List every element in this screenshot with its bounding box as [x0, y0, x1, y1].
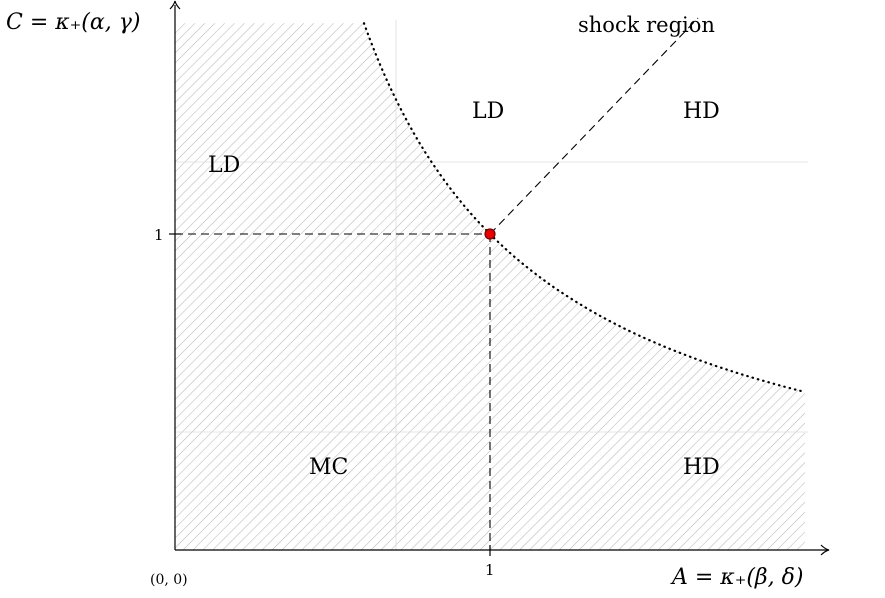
region-label-mc: MC [309, 455, 348, 480]
origin-label: (0, 0) [150, 572, 188, 588]
region-label-hd-bottom: HD [683, 455, 720, 480]
shock-region-label: shock region [578, 13, 715, 37]
x-tick-label: 1 [485, 561, 495, 579]
shock-dashed-line [489, 17, 699, 235]
y-tick-label: 1 [154, 226, 164, 244]
critical-point [484, 228, 496, 240]
axes [169, 0, 830, 556]
region-label-ld-top: LD [472, 99, 504, 124]
dashed-guides [175, 17, 699, 550]
region-label-hd-top: HD [683, 99, 720, 124]
region-label-ld-left: LD [208, 153, 240, 178]
y-axis-label: C = κ₊(α, γ) [6, 10, 140, 35]
grid-lines [175, 20, 808, 550]
boundary-curve [362, 22, 807, 394]
y-axis-arrowhead [169, 0, 181, 10]
x-axis-label: A = κ₊(β, δ) [670, 565, 803, 590]
x-axis-arrowhead [820, 544, 830, 556]
